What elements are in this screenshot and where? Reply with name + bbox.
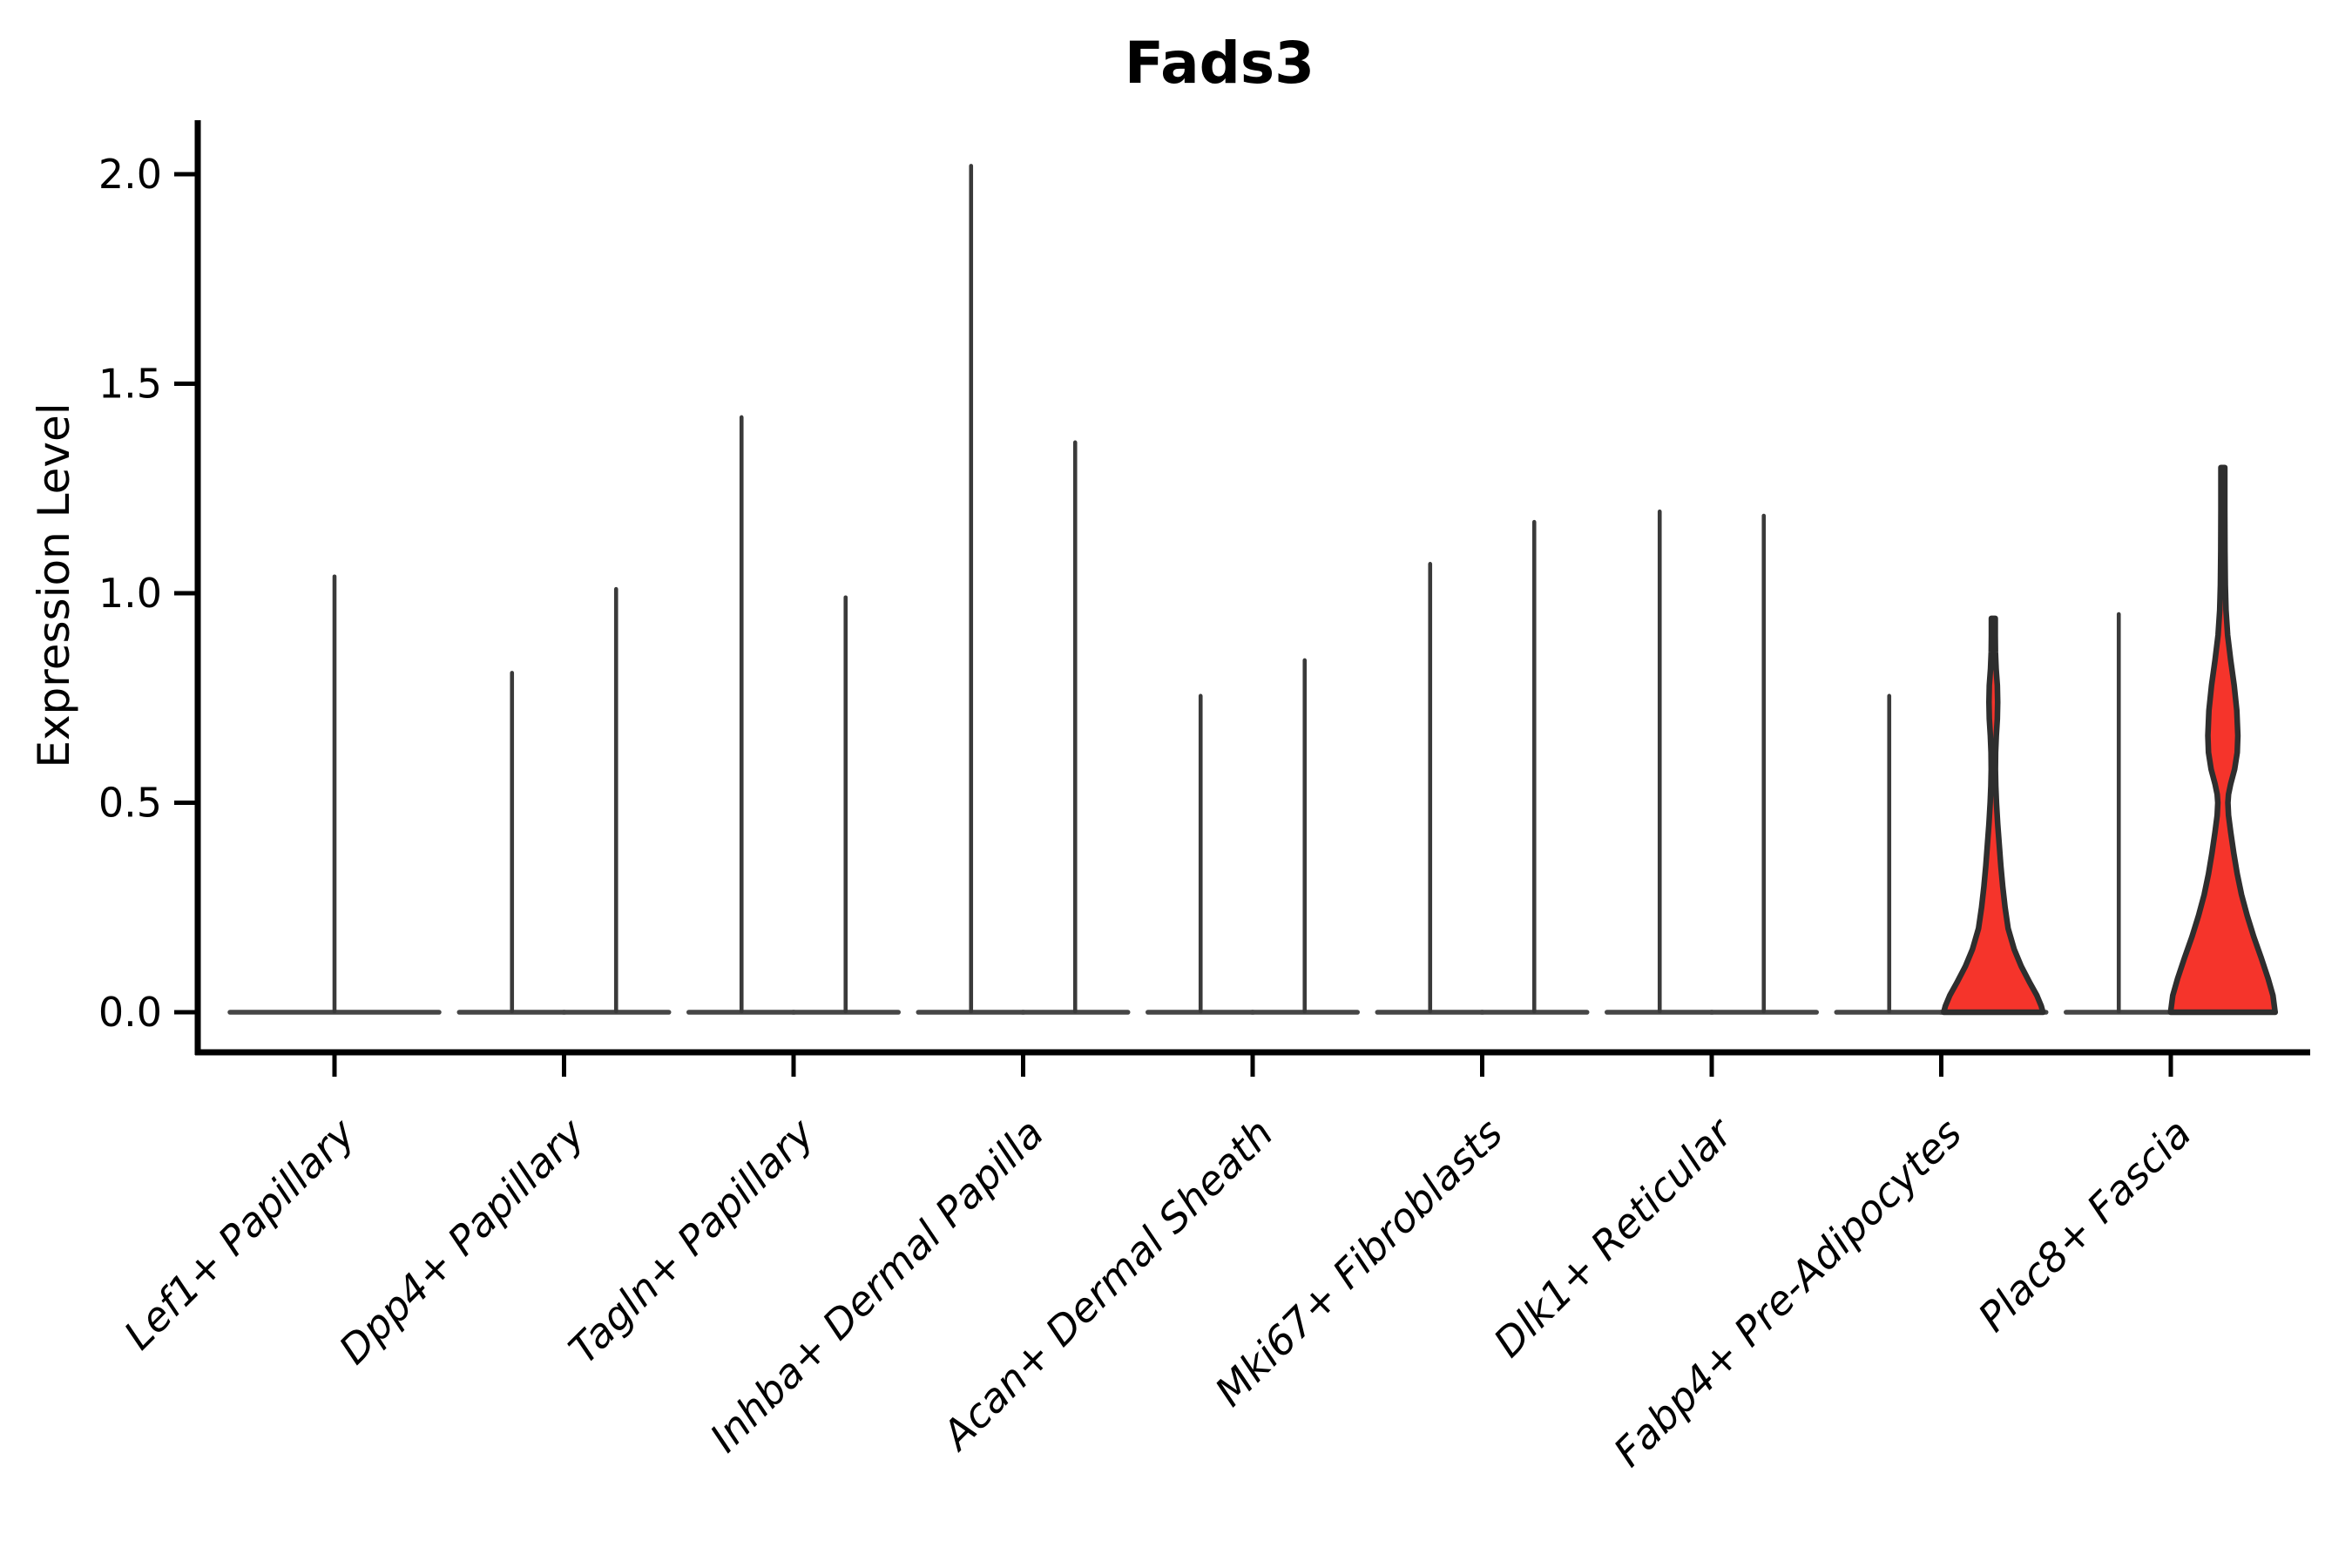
y-tick-label: 0.0 [98,989,162,1036]
x-tick-label: Tagln+ Papillary [559,1109,823,1373]
y-axis-title-text: Expression Level [29,402,79,768]
chart-title: Fads3 [1124,30,1315,97]
violin-filled [2167,464,2278,1016]
y-tick-label: 1.5 [98,361,162,408]
y-tick-label: 2.0 [98,151,162,198]
y-tick-label: 0.5 [98,780,162,827]
x-tick-label: Dlk1+ Reticular [1484,1107,1743,1366]
x-tick-label: Lef1+ Papillary [115,1109,364,1358]
y-tick-label: 1.0 [98,570,162,617]
x-tick-label: Plac8+ Fascia [1969,1110,2200,1341]
x-tick-label: Dpp4+ Papillary [330,1109,594,1373]
violin-filled [1941,615,2046,1016]
